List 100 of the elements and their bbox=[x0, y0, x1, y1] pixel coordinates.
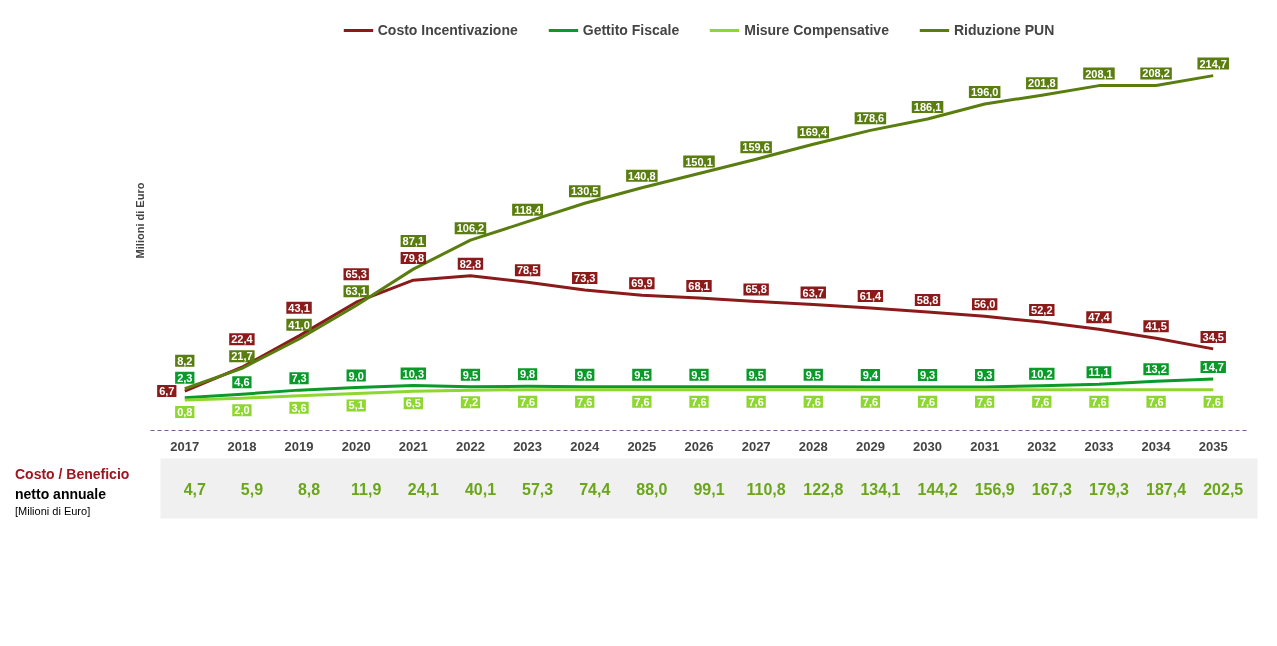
data-label: 178,6 bbox=[856, 112, 885, 125]
data-label: 34,5 bbox=[1202, 330, 1224, 343]
y-axis-title: Milioni di Euro bbox=[133, 182, 146, 259]
data-label: 6,7 bbox=[159, 385, 175, 398]
data-label: 13,2 bbox=[1145, 363, 1167, 376]
text: 4,7 bbox=[183, 480, 206, 498]
data-label: 63,7 bbox=[802, 286, 824, 299]
text: 11,9 bbox=[351, 480, 382, 498]
data-label: 41,0 bbox=[288, 318, 310, 331]
text: 144,2 bbox=[917, 480, 958, 498]
data-label: 10,2 bbox=[1031, 367, 1053, 380]
data-label: 65,8 bbox=[745, 283, 767, 296]
text: [Milioni di Euro] bbox=[15, 504, 92, 519]
x-tick-label: 2021 bbox=[398, 438, 428, 454]
data-label: 7,3 bbox=[291, 372, 307, 385]
data-label: 0,8 bbox=[177, 405, 193, 418]
x-tick-label: 2026 bbox=[684, 438, 714, 454]
text: 202,5 bbox=[1203, 480, 1244, 498]
text: 134,1 bbox=[860, 480, 901, 498]
x-tick-label: 2018 bbox=[227, 438, 257, 454]
text: Costo / Beneficio bbox=[15, 465, 130, 484]
x-tick-label: 2028 bbox=[798, 438, 828, 454]
data-label: 208,1 bbox=[1085, 67, 1113, 80]
data-label: 186,1 bbox=[913, 100, 942, 113]
data-label: 8,2 bbox=[177, 354, 193, 367]
legend-label: Gettito Fiscale bbox=[582, 22, 680, 38]
data-label: 9,0 bbox=[348, 369, 364, 382]
legend-label: Riduzione PUN bbox=[953, 22, 1055, 38]
data-label: 52,2 bbox=[1031, 304, 1053, 317]
data-label: 7,6 bbox=[691, 395, 707, 408]
data-label: 3,6 bbox=[291, 401, 307, 414]
x-tick-label: 2031 bbox=[970, 438, 1000, 454]
data-label: 79,8 bbox=[402, 252, 425, 265]
data-label: 41,5 bbox=[1145, 320, 1167, 333]
x-tick-label: 2024 bbox=[570, 438, 600, 454]
data-label: 9,6 bbox=[577, 368, 593, 381]
legend-label: Misure Compensative bbox=[744, 22, 889, 38]
data-label: 196,0 bbox=[970, 85, 999, 98]
x-tick-label: 2022 bbox=[456, 438, 485, 454]
data-label: 7,2 bbox=[462, 396, 479, 409]
data-label: 6,5 bbox=[405, 397, 421, 410]
x-tick-label: 2023 bbox=[513, 438, 543, 454]
data-label: 7,6 bbox=[1034, 395, 1050, 408]
data-label: 58,8 bbox=[916, 294, 939, 307]
text: 74,4 bbox=[579, 480, 611, 498]
text: 40,1 bbox=[464, 480, 497, 498]
data-label: 7,6 bbox=[577, 395, 593, 408]
x-tick-label: 2034 bbox=[1141, 438, 1172, 454]
data-label: 47,4 bbox=[1088, 311, 1111, 324]
data-label: 2,3 bbox=[177, 371, 193, 384]
text: 122,8 bbox=[803, 480, 844, 498]
text: netto annuale bbox=[15, 485, 107, 504]
data-label: 69,9 bbox=[631, 277, 653, 290]
data-label: 10,3 bbox=[402, 367, 425, 380]
data-label: 169,4 bbox=[799, 126, 828, 139]
data-label: 7,6 bbox=[862, 395, 879, 408]
data-label: 21,7 bbox=[231, 350, 253, 363]
data-label: 130,5 bbox=[570, 185, 599, 198]
data-label: 65,3 bbox=[345, 268, 367, 281]
data-label: 43,1 bbox=[288, 301, 310, 314]
data-label: 150,1 bbox=[685, 155, 713, 168]
data-label: 82,8 bbox=[459, 257, 482, 270]
data-label: 106,2 bbox=[456, 222, 485, 235]
x-tick-label: 2035 bbox=[1198, 438, 1228, 454]
data-label: 73,3 bbox=[574, 272, 596, 285]
data-label: 9,4 bbox=[862, 368, 879, 381]
text: 99,1 bbox=[693, 480, 725, 498]
data-label: 9,3 bbox=[919, 369, 936, 382]
text: 179,3 bbox=[1088, 480, 1130, 498]
text: 57,3 bbox=[522, 480, 554, 498]
x-tick-label: 2033 bbox=[1084, 438, 1114, 454]
text: 156,9 bbox=[974, 480, 1015, 498]
data-label: 7,6 bbox=[1091, 395, 1107, 408]
data-label: 9,8 bbox=[519, 368, 536, 381]
data-label: 22,4 bbox=[231, 333, 254, 346]
data-label: 7,6 bbox=[919, 395, 936, 408]
data-label: 9,5 bbox=[691, 368, 707, 381]
data-label: 68,1 bbox=[688, 279, 710, 292]
data-label: 118,4 bbox=[514, 203, 542, 216]
x-tick-label: 2030 bbox=[913, 438, 942, 454]
data-label: 9,5 bbox=[805, 368, 821, 381]
x-tick-label: 2020 bbox=[341, 438, 371, 454]
data-label: 78,5 bbox=[516, 264, 539, 277]
text: 110,8 bbox=[746, 480, 786, 498]
text: 8,8 bbox=[297, 480, 321, 498]
text: 187,4 bbox=[1146, 480, 1187, 498]
data-label: 7,6 bbox=[805, 395, 821, 408]
data-label: 14,7 bbox=[1202, 360, 1224, 373]
legend-label: Costo Incentivazione bbox=[377, 22, 518, 38]
data-label: 9,5 bbox=[462, 368, 479, 381]
data-label: 201,8 bbox=[1028, 77, 1056, 90]
x-tick-label: 2019 bbox=[284, 438, 314, 454]
data-label: 159,6 bbox=[742, 141, 770, 154]
text: 5,9 bbox=[240, 480, 264, 498]
data-label: 7,6 bbox=[977, 395, 993, 408]
x-tick-label: 2032 bbox=[1027, 438, 1057, 454]
data-label: 63,1 bbox=[345, 285, 367, 298]
data-label: 87,1 bbox=[402, 235, 425, 248]
data-label: 208,2 bbox=[1142, 67, 1170, 80]
data-label: 9,5 bbox=[634, 368, 650, 381]
